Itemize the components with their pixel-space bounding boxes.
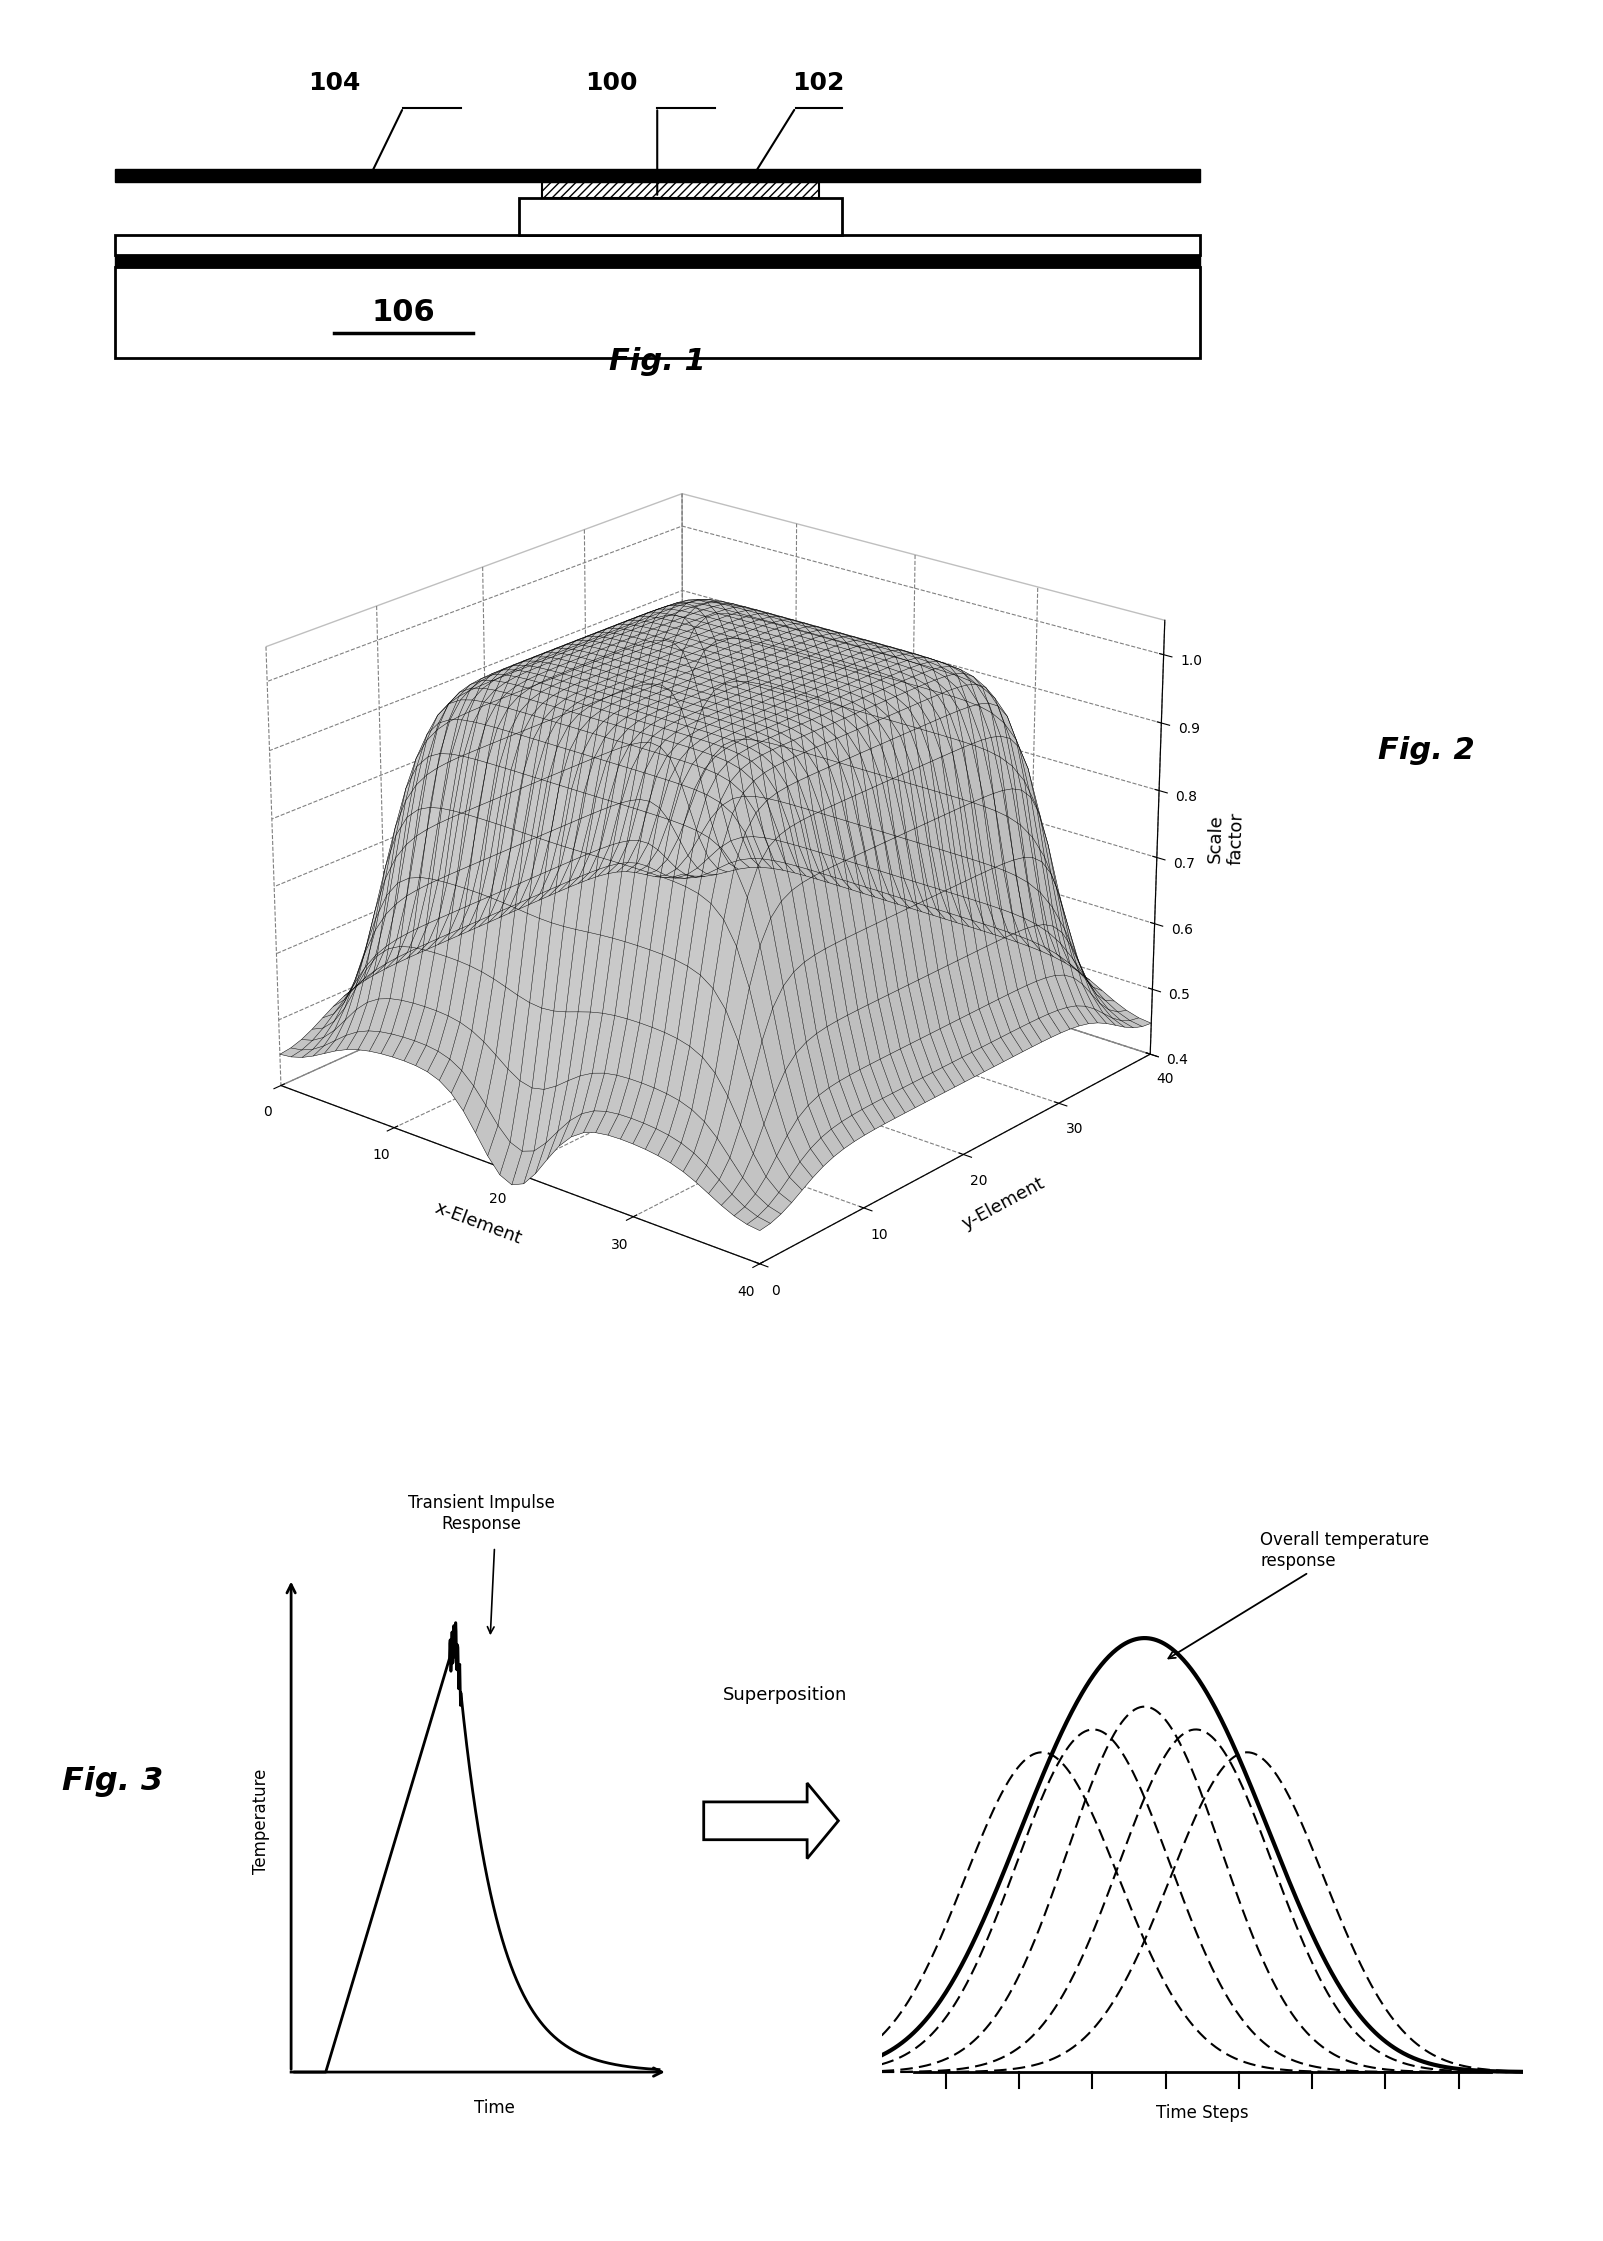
Text: 100: 100 xyxy=(585,72,638,96)
FancyArrow shape xyxy=(704,1784,838,1858)
Text: Transient Impulse
Response: Transient Impulse Response xyxy=(409,1495,555,1533)
Text: Superposition: Superposition xyxy=(723,1685,848,1703)
Text: Time: Time xyxy=(474,2100,515,2118)
Text: Time Steps: Time Steps xyxy=(1156,2104,1249,2122)
Text: 106: 106 xyxy=(372,298,434,327)
X-axis label: x-Element: x-Element xyxy=(431,1199,524,1248)
FancyBboxPatch shape xyxy=(115,168,1199,182)
Text: Fig. 2: Fig. 2 xyxy=(1379,737,1475,764)
FancyBboxPatch shape xyxy=(115,255,1199,267)
FancyBboxPatch shape xyxy=(115,235,1199,255)
Text: 102: 102 xyxy=(792,72,845,96)
FancyBboxPatch shape xyxy=(519,197,842,235)
Text: Fig. 3: Fig. 3 xyxy=(61,1766,164,1797)
Text: 104: 104 xyxy=(308,72,361,96)
Text: Temperature: Temperature xyxy=(252,1768,269,1873)
FancyBboxPatch shape xyxy=(115,267,1199,359)
Y-axis label: y-Element: y-Element xyxy=(959,1174,1047,1233)
Text: Fig. 1: Fig. 1 xyxy=(609,347,705,376)
FancyBboxPatch shape xyxy=(542,182,819,197)
Text: Overall temperature
response: Overall temperature response xyxy=(1169,1531,1430,1658)
